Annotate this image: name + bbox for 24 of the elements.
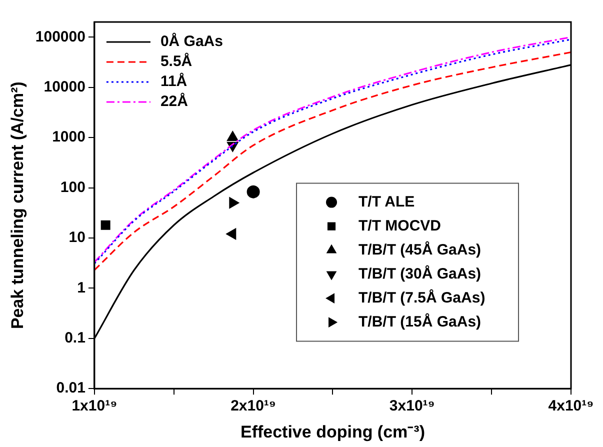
y-tick-label: 10000: [44, 78, 86, 96]
y-tick-label: 10: [68, 229, 86, 246]
legend-label: 22Å: [160, 92, 188, 110]
legend-label: 11Å: [160, 72, 188, 90]
legend-label: T/B/T (15Å GaAs): [358, 312, 482, 330]
x-tick-label: 2x10¹⁹: [230, 398, 276, 415]
legend-label: 0Å GaAs: [160, 32, 223, 50]
x-axis-title: Effective doping (cm⁻³): [240, 422, 425, 442]
y-tick-label: 100000: [35, 28, 86, 46]
legend-label: T/T MOCVD: [358, 217, 442, 234]
y-tick-label: 1000: [52, 128, 86, 146]
y-tick-label: 0.01: [56, 380, 86, 397]
legend-label: 5.5Å: [160, 52, 192, 70]
y-axis-title: Peak tunneling current (A/cm²): [8, 82, 27, 330]
legend-label: T/B/T (45Å GaAs): [358, 240, 482, 258]
x-tick-label: 4x10¹⁹: [548, 398, 594, 415]
y-tick-label: 1: [77, 279, 86, 296]
y-tick-label: 100: [60, 178, 86, 196]
x-tick-label: 1x10¹⁹: [72, 398, 118, 415]
legend-label: T/B/T (30Å GaAs): [358, 264, 482, 282]
x-tick-label: 3x10¹⁹: [389, 398, 435, 415]
legend-label: T/B/T (7.5Å GaAs): [358, 288, 486, 306]
y-tick-label: 0.1: [64, 330, 86, 347]
legend-label: T/T ALE: [358, 193, 415, 210]
